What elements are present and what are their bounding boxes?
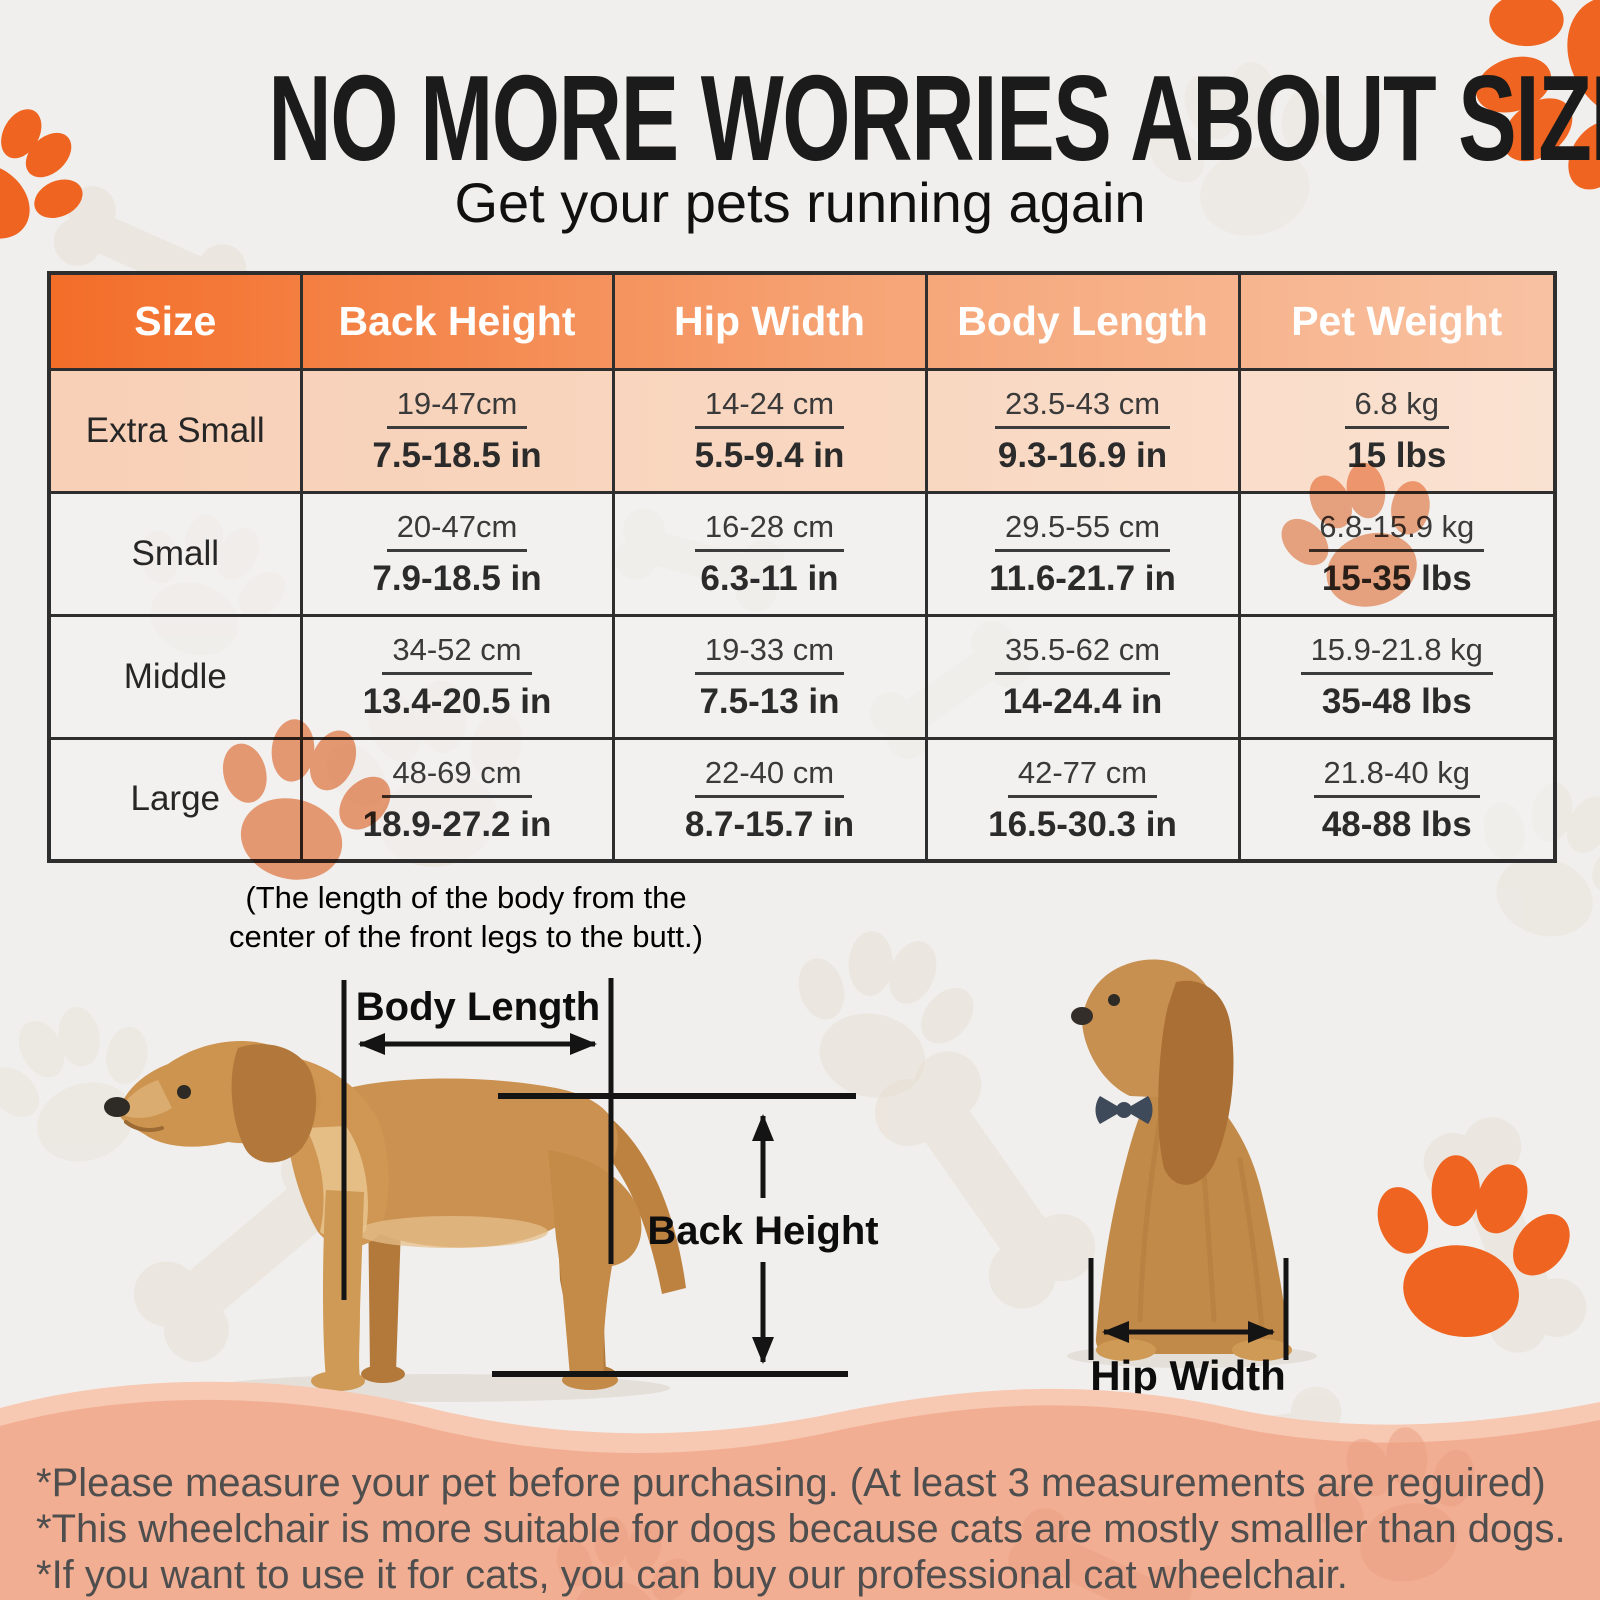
metric-value: 35.5-62 cm xyxy=(994,634,1171,675)
metric-value: 6.8-15.9 kg xyxy=(1309,511,1485,552)
metric-value: 14-24 cm xyxy=(694,388,845,429)
imperial-value: 7.5-13 in xyxy=(699,682,840,721)
table-cell: 42-77 cm 16.5-30.3 in xyxy=(924,736,1241,863)
body-length-label: Body Length xyxy=(356,985,600,1029)
table-cell: 20-47cm 7.9-18.5 in xyxy=(299,490,615,617)
size-chart-table: Size Back Height Hip Width Body Length P… xyxy=(47,271,1557,863)
footnote-2: *This wheelchair is more suitable for do… xyxy=(36,1507,1566,1551)
bone-icon xyxy=(1414,1108,1596,1362)
table-row: Extra Small 19-47cm 7.5-18.5 in 14-24 cm 5… xyxy=(47,367,1557,494)
table-cell: 16-28 cm 6.3-11 in xyxy=(611,490,928,617)
table-cell: 6.8 kg 15 lbs xyxy=(1237,367,1557,494)
bow-tie xyxy=(1095,1096,1153,1124)
imperial-value: 5.5-9.4 in xyxy=(694,436,845,475)
table-cell: 23.5-43 cm 9.3-16.9 in xyxy=(924,367,1241,494)
table-cell: 48-69 cm 18.9-27.2 in xyxy=(299,736,615,863)
imperial-value: 14-24.4 in xyxy=(1002,682,1163,721)
metric-value: 15.9-21.8 kg xyxy=(1300,634,1493,675)
metric-value: 21.8-40 kg xyxy=(1313,757,1480,798)
table-cell: 15.9-21.8 kg 35-48 lbs xyxy=(1237,613,1557,740)
table-cell: 22-40 cm 8.7-15.7 in xyxy=(611,736,928,863)
table-cell: 6.8-15.9 kg 15-35 lbs xyxy=(1237,490,1557,617)
table-row: Middle 34-52 cm 13.4-20.5 in 19-33 cm 7.5-… xyxy=(47,613,1557,740)
table-header-row: Size Back Height Hip Width Body Length P… xyxy=(47,271,1557,371)
paw-print-icon xyxy=(768,912,996,1117)
imperial-value: 18.9-27.2 in xyxy=(362,804,552,844)
metric-value: 34-52 cm xyxy=(382,634,532,675)
seated-dog-illustration xyxy=(1067,959,1317,1368)
imperial-value: 48-88 lbs xyxy=(1321,804,1472,844)
standing-dog-illustration xyxy=(104,1040,686,1402)
table-cell: 14-24 cm 5.5-9.4 in xyxy=(611,367,928,494)
paw-print-icon xyxy=(1347,1137,1592,1355)
imperial-value: 6.3-11 in xyxy=(700,559,839,598)
footnotes: *Please measure your pet before purchasi… xyxy=(36,1460,1576,1598)
imperial-value: 9.3-16.9 in xyxy=(997,436,1168,475)
metric-value: 20-47cm xyxy=(386,511,528,552)
metric-value: 19-33 cm xyxy=(694,634,845,675)
column-header-hip-width: Hip Width xyxy=(611,271,928,371)
page-title: NO MORE WORRIES ABOUT SIZE xyxy=(0,48,1600,188)
imperial-value: 15 lbs xyxy=(1347,436,1447,475)
table-cell: 35.5-62 cm 14-24.4 in xyxy=(924,613,1241,740)
metric-value: 16-28 cm xyxy=(694,511,845,552)
metric-value: 6.8 kg xyxy=(1344,388,1449,429)
metric-value: 42-77 cm xyxy=(1007,757,1158,798)
size-label: Small xyxy=(47,490,303,617)
column-header-body-length: Body Length xyxy=(924,271,1241,371)
table-row: Small 20-47cm 7.9-18.5 in 16-28 cm 6.3-11 … xyxy=(47,490,1557,617)
table-cell: 19-33 cm 7.5-13 in xyxy=(611,613,928,740)
metric-value: 23.5-43 cm xyxy=(994,388,1171,429)
imperial-value: 11.6-21.7 in xyxy=(989,559,1176,598)
imperial-value: 7.9-18.5 in xyxy=(372,559,542,598)
note-line-2: center of the front legs to the butt.) xyxy=(229,919,703,954)
footnote-1: *Please measure your pet before purchasi… xyxy=(36,1461,1546,1505)
imperial-value: 15-35 lbs xyxy=(1321,559,1472,598)
size-label: Middle xyxy=(47,613,303,740)
page-subtitle: Get your pets running again xyxy=(454,171,1146,234)
imperial-value: 16.5-30.3 in xyxy=(988,804,1177,844)
table-cell: 34-52 cm 13.4-20.5 in xyxy=(299,613,615,740)
bone-icon xyxy=(861,1038,1109,1322)
footnote-3: *If you want to use it for cats, you can… xyxy=(36,1553,1348,1597)
page-title-text: NO MORE WORRIES ABOUT SIZE xyxy=(268,50,1600,186)
column-header-back-height: Back Height xyxy=(299,271,615,371)
imperial-value: 35-48 lbs xyxy=(1321,682,1472,721)
back-height-label: Back Height xyxy=(647,1209,878,1253)
metric-value: 29.5-55 cm xyxy=(994,511,1171,552)
metric-value: 19-47cm xyxy=(386,388,528,429)
paw-print-icon xyxy=(0,983,185,1187)
bone-icon xyxy=(120,1124,390,1376)
size-label: Large xyxy=(47,736,303,863)
size-label: Extra Small xyxy=(47,367,303,494)
table-cell: 19-47cm 7.5-18.5 in xyxy=(299,367,615,494)
column-header-size: Size xyxy=(47,271,303,371)
table-row: Large 48-69 cm 18.9-27.2 in 22-40 cm 8.7-1… xyxy=(47,736,1557,863)
measurement-guides xyxy=(341,978,1289,1377)
metric-value: 22-40 cm xyxy=(694,757,845,798)
note-line-1: (The length of the body from the xyxy=(245,880,687,915)
measurement-arrows xyxy=(358,1033,1275,1364)
column-header-pet-weight: Pet Weight xyxy=(1237,271,1557,371)
metric-value: 48-69 cm xyxy=(382,757,532,798)
imperial-value: 8.7-15.7 in xyxy=(684,804,855,844)
hip-width-label: Hip Width xyxy=(1090,1352,1286,1399)
imperial-value: 7.5-18.5 in xyxy=(372,436,542,475)
table-cell: 21.8-40 kg 48-88 lbs xyxy=(1237,736,1557,863)
body-length-note: (The length of the body from the center … xyxy=(228,878,704,956)
imperial-value: 13.4-20.5 in xyxy=(362,682,552,721)
table-cell: 29.5-55 cm 11.6-21.7 in xyxy=(924,490,1241,617)
